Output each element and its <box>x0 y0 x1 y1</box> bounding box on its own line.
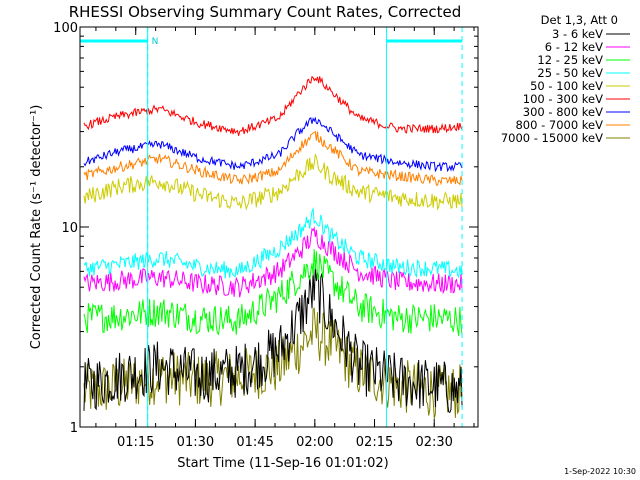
y-axis-label: Corrected Count Rate (s⁻¹ detector⁻¹) <box>29 105 44 350</box>
x-tick-label-1: 01:15 <box>117 435 154 450</box>
legend-label-6: 100 - 300 keV <box>523 92 603 106</box>
series-line-6 <box>83 75 463 136</box>
legend-label-2: 6 - 12 keV <box>545 40 603 54</box>
series-line-4 <box>83 207 463 279</box>
series-line-9 <box>83 307 463 419</box>
x-tick-label-4: 02:00 <box>296 435 333 450</box>
x-tick-label-2: 01:30 <box>177 435 214 450</box>
legend-label-1: 3 - 6 keV <box>552 27 603 41</box>
legend-label-4: 25 - 50 keV <box>537 66 603 80</box>
y-tick-label-2: 10 <box>61 221 78 236</box>
x-axis-label: Start Time (11-Sep-16 01:01:02) <box>177 456 388 471</box>
x-tick-label-5: 02:15 <box>356 435 393 450</box>
series-line-2 <box>83 226 463 298</box>
legend-label-7: 300 - 800 keV <box>523 105 603 119</box>
legend-label-8: 800 - 7000 keV <box>515 118 603 132</box>
series-line-8 <box>83 130 463 186</box>
x-tick-label-3: 01:45 <box>236 435 273 450</box>
y-tick-label-3: 100 <box>53 21 78 36</box>
chart-title: RHESSI Observing Summary Count Rates, Co… <box>69 3 462 21</box>
annotation-layer: N <box>80 27 463 427</box>
series-line-5 <box>83 154 463 211</box>
flag-label: N <box>152 37 159 47</box>
series-line-1 <box>83 265 463 414</box>
x-tick-label-6: 02:30 <box>415 435 452 450</box>
series-layer <box>83 75 463 419</box>
legend-label-5: 50 - 100 keV <box>530 79 603 93</box>
series-line-3 <box>83 249 463 336</box>
legend-label-3: 12 - 25 keV <box>537 53 603 67</box>
y-tick-label-1: 1 <box>70 421 78 436</box>
legend-header: Det 1,3, Att 0 <box>541 13 618 27</box>
series-line-7 <box>83 116 463 173</box>
axis-layer: 01:15 01:30 01:45 02:00 02:15 02:30 1 10 100 <box>53 21 478 450</box>
legend-label-9: 7000 - 15000 keV <box>501 131 603 145</box>
footer-date: 1-Sep-2022 10:30 <box>564 467 636 476</box>
